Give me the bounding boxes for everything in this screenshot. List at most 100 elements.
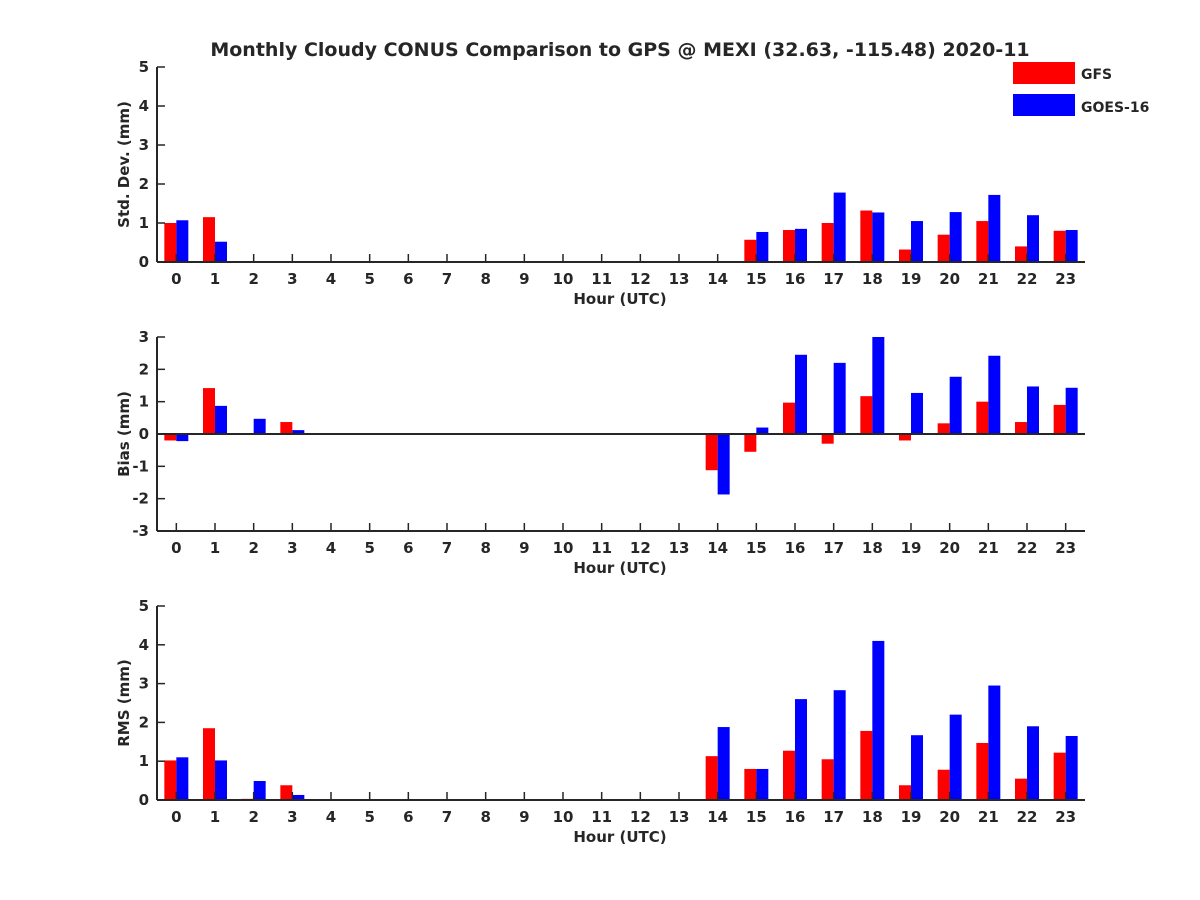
x-tick-label: 21 xyxy=(978,808,999,826)
x-tick-label: 14 xyxy=(707,270,728,288)
bar-goes16-18 xyxy=(872,212,885,262)
y-tick-label: 4 xyxy=(139,636,149,654)
x-tick-label: 7 xyxy=(442,808,452,826)
bar-gfs-20 xyxy=(937,234,950,262)
x-tick-label: 4 xyxy=(326,808,336,826)
legend-swatch-gfs xyxy=(1013,62,1075,84)
y-tick-label: -3 xyxy=(132,522,149,540)
bar-goes16-18 xyxy=(872,337,885,434)
x-tick-label: 11 xyxy=(591,808,612,826)
x-tick-label: 15 xyxy=(746,270,767,288)
bar-goes16-0 xyxy=(176,220,189,262)
x-tick-label: 3 xyxy=(287,539,297,557)
x-tick-label: 4 xyxy=(326,539,336,557)
x-axis-label: Hour (UTC) xyxy=(573,559,666,577)
y-tick-label: 3 xyxy=(139,328,149,346)
bar-gfs-23 xyxy=(1053,752,1066,800)
x-tick-label: 3 xyxy=(287,808,297,826)
bar-goes16-22 xyxy=(1027,386,1039,434)
y-tick-label: 1 xyxy=(139,752,149,770)
bar-gfs-19 xyxy=(899,785,911,800)
x-tick-label: 9 xyxy=(519,270,529,288)
bar-goes16-20 xyxy=(949,714,962,800)
bar-goes16-0 xyxy=(176,757,189,800)
bar-gfs-21 xyxy=(976,742,989,800)
legend: GFS GOES-16 xyxy=(1013,62,1149,116)
x-tick-label: 5 xyxy=(364,270,374,288)
y-tick-label: 0 xyxy=(139,791,149,809)
bar-gfs-0 xyxy=(164,223,177,262)
x-tick-label: 5 xyxy=(364,539,374,557)
x-tick-label: 12 xyxy=(630,808,651,826)
y-axis-label: Std. Dev. (mm) xyxy=(115,101,133,228)
bar-goes16-17 xyxy=(833,690,846,800)
x-tick-label: 18 xyxy=(862,539,883,557)
x-tick-label: 19 xyxy=(901,539,922,557)
x-tick-label: 2 xyxy=(248,270,258,288)
x-tick-label: 10 xyxy=(553,808,574,826)
bar-goes16-21 xyxy=(988,355,1001,434)
bar-gfs-14 xyxy=(705,434,718,471)
bar-gfs-16 xyxy=(783,750,795,800)
y-tick-label: 0 xyxy=(139,253,149,271)
x-tick-label: 13 xyxy=(669,270,690,288)
x-tick-label: 8 xyxy=(480,539,490,557)
bar-goes16-17 xyxy=(833,362,846,434)
x-tick-label: 23 xyxy=(1055,270,1076,288)
bar-gfs-15 xyxy=(744,768,757,800)
x-tick-label: 16 xyxy=(785,808,806,826)
y-tick-label: -1 xyxy=(132,457,149,475)
y-tick-label: 3 xyxy=(139,136,149,154)
bar-gfs-21 xyxy=(976,401,989,434)
x-tick-label: 10 xyxy=(553,270,574,288)
x-tick-label: 3 xyxy=(287,270,297,288)
x-tick-label: 23 xyxy=(1055,539,1076,557)
bar-goes16-3 xyxy=(292,430,305,434)
bar-goes16-1 xyxy=(215,405,227,434)
bar-goes16-14 xyxy=(717,727,730,800)
bar-goes16-18 xyxy=(872,640,885,800)
bar-gfs-14 xyxy=(705,756,718,800)
x-tick-label: 14 xyxy=(707,539,728,557)
x-tick-label: 18 xyxy=(862,808,883,826)
legend-swatch-goes16 xyxy=(1013,94,1075,116)
x-tick-label: 17 xyxy=(823,270,844,288)
x-tick-label: 14 xyxy=(707,808,728,826)
bar-goes16-21 xyxy=(988,194,1001,262)
bar-gfs-16 xyxy=(783,230,795,262)
bar-goes16-16 xyxy=(795,699,807,800)
y-axis-label: Bias (mm) xyxy=(115,391,133,477)
bar-goes16-1 xyxy=(215,241,227,262)
x-tick-label: 5 xyxy=(364,808,374,826)
x-tick-label: 0 xyxy=(171,270,181,288)
y-tick-label: 0 xyxy=(139,425,149,443)
bar-gfs-17 xyxy=(821,434,834,444)
x-tick-label: 20 xyxy=(939,808,960,826)
x-tick-label: 20 xyxy=(939,270,960,288)
bar-goes16-23 xyxy=(1065,230,1078,262)
bar-goes16-20 xyxy=(949,212,962,262)
x-tick-label: 9 xyxy=(519,808,529,826)
bar-gfs-19 xyxy=(899,434,911,441)
x-tick-label: 11 xyxy=(591,270,612,288)
x-tick-label: 10 xyxy=(553,539,574,557)
bar-goes16-16 xyxy=(795,354,807,434)
bar-gfs-1 xyxy=(203,728,215,800)
bar-goes16-1 xyxy=(215,760,227,800)
x-tick-label: 22 xyxy=(1017,808,1038,826)
y-tick-label: -2 xyxy=(132,490,149,508)
bar-gfs-22 xyxy=(1015,778,1027,800)
x-tick-label: 17 xyxy=(823,808,844,826)
chart-title: Monthly Cloudy CONUS Comparison to GPS @… xyxy=(210,39,1029,61)
bar-goes16-21 xyxy=(988,685,1001,800)
x-tick-label: 8 xyxy=(480,270,490,288)
x-tick-label: 2 xyxy=(248,808,258,826)
y-tick-label: 2 xyxy=(139,360,149,378)
x-tick-label: 18 xyxy=(862,270,883,288)
x-tick-label: 23 xyxy=(1055,808,1076,826)
bar-gfs-19 xyxy=(899,249,911,262)
x-tick-label: 21 xyxy=(978,539,999,557)
x-tick-label: 7 xyxy=(442,539,452,557)
